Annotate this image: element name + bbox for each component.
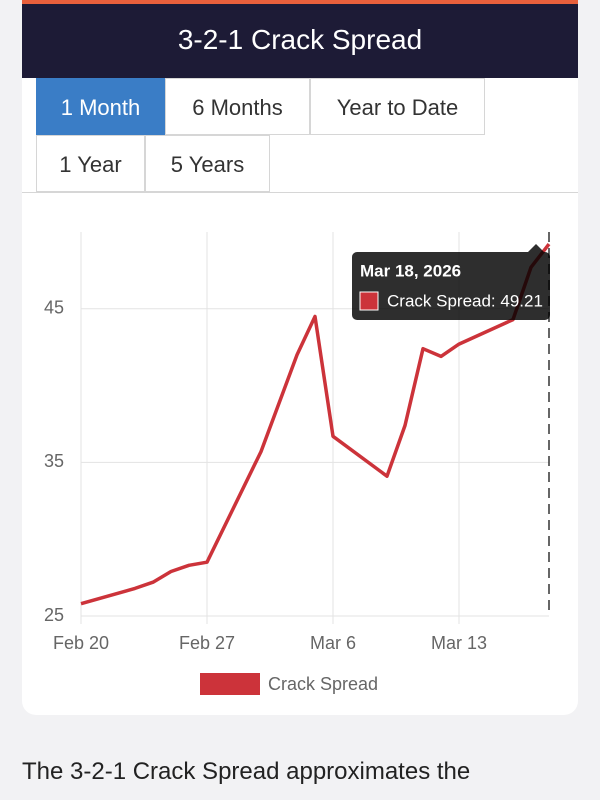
tab[interactable]: Year to Date <box>310 78 485 135</box>
x-tick-label: Feb 20 <box>53 633 109 653</box>
tab[interactable]: 1 Year <box>36 135 145 192</box>
x-tick-label: Mar 6 <box>310 633 356 653</box>
chart-card: 3-2-1 Crack Spread 1 Month 6 Months Year t… <box>22 0 578 715</box>
description: The 3-2-1 Crack Spread approximates the <box>22 758 471 785</box>
tooltip-caret <box>528 244 544 252</box>
separator <box>22 192 578 193</box>
legend-swatch <box>200 673 260 695</box>
tab[interactable]: 6 Months <box>165 78 310 135</box>
y-tick-label: 35 <box>44 451 64 471</box>
x-tick-label: Feb 27 <box>179 633 235 653</box>
tab[interactable]: 1 Month <box>36 78 165 135</box>
tooltip: Mar 18, 2026 Crack Spread: 49.21 <box>352 244 550 320</box>
tooltip-box <box>352 252 550 320</box>
chart: 25 35 45 Feb 20 Feb 27 Mar 6 Mar 13 Mar 18, 202… <box>44 232 551 695</box>
card-title: 3-2-1 Crack Spread <box>22 0 578 78</box>
tab[interactable]: 5 Years <box>145 135 270 192</box>
legend-label: Crack Spread <box>268 674 378 694</box>
tooltip-label: Crack Spread: 49.21 <box>387 291 543 310</box>
data-line <box>80 243 551 606</box>
x-tick-label: Mar 13 <box>431 633 487 653</box>
tooltip-title: Mar 18, 2026 <box>360 261 461 280</box>
y-tick-label: 45 <box>44 298 64 318</box>
y-tick-label: 25 <box>44 605 64 625</box>
tooltip-swatch <box>359 291 379 311</box>
